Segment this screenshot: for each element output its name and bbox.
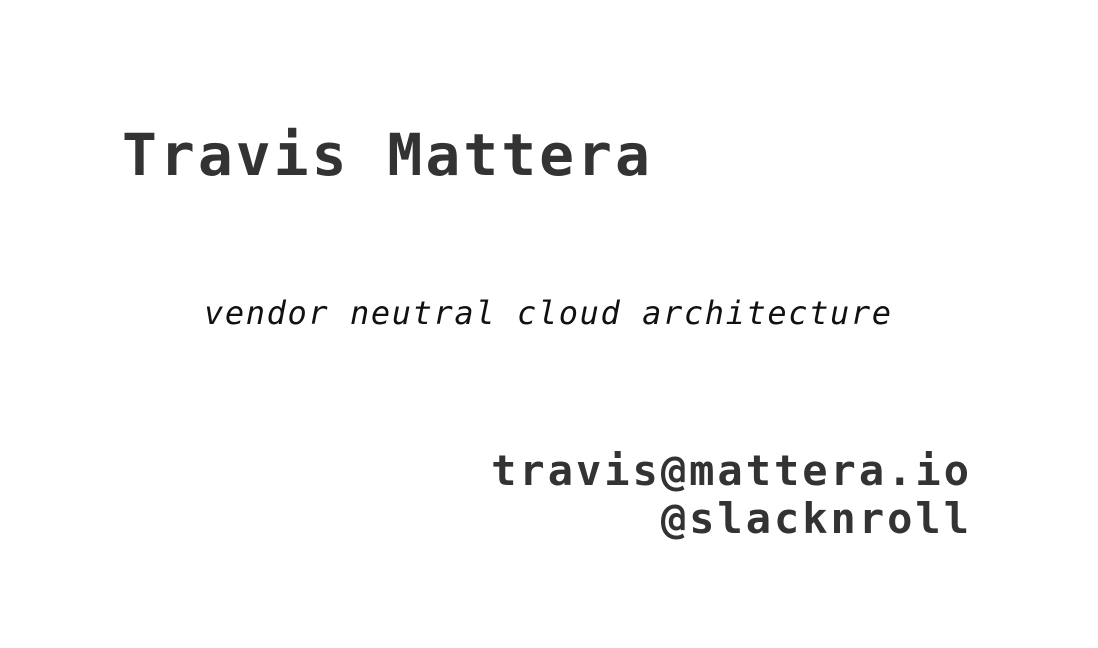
- tagline: vendor neutral cloud architecture: [204, 294, 893, 332]
- contact-block: travis@mattera.io @slacknroll: [491, 447, 972, 543]
- social-handle: @slacknroll: [660, 494, 972, 543]
- person-name: Travis Mattera: [122, 121, 653, 189]
- email-address: travis@mattera.io: [491, 446, 972, 495]
